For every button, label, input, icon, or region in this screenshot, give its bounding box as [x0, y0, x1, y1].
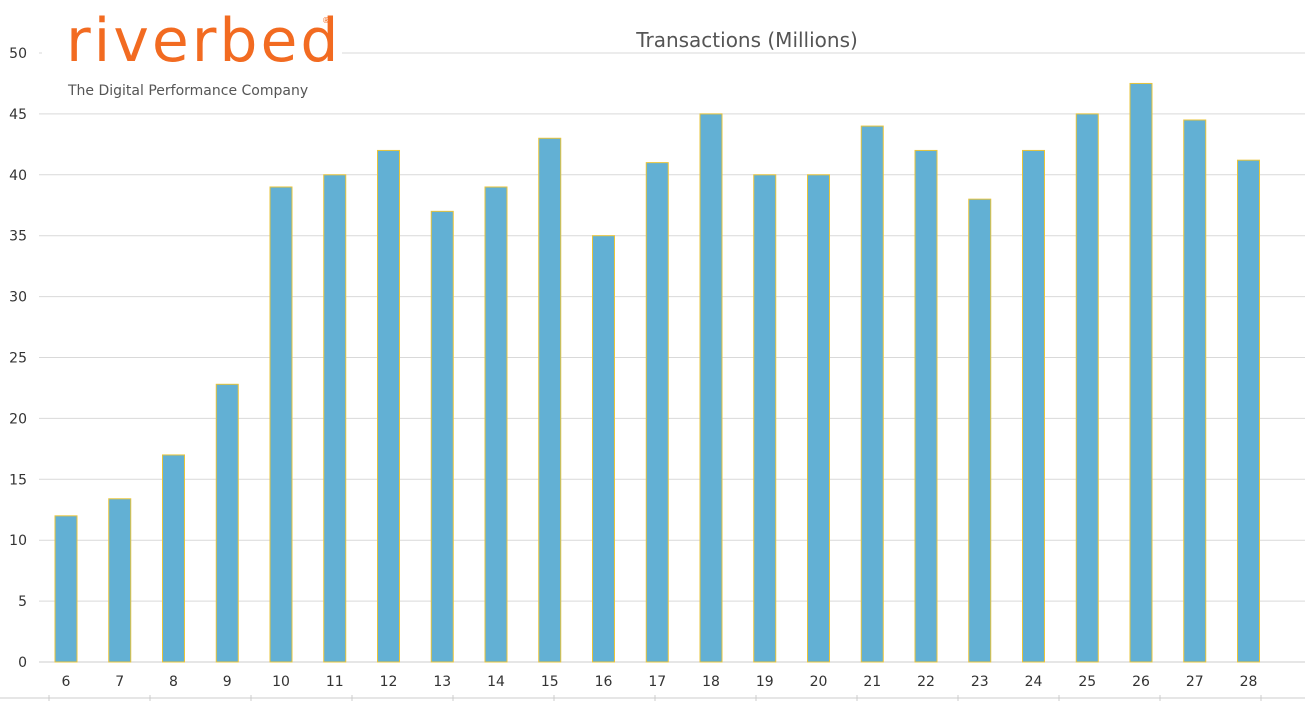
logo-tagline: The Digital Performance Company: [68, 83, 309, 99]
x-tick-label: 28: [1240, 674, 1258, 690]
bars: [54, 82, 1260, 663]
y-tick-label: 30: [9, 290, 27, 306]
bar-24: [1022, 149, 1045, 663]
y-tick-label: 0: [18, 655, 27, 671]
x-tick-label: 18: [702, 674, 720, 690]
x-tick-label: 9: [223, 674, 232, 690]
x-tick-label: 14: [487, 674, 505, 690]
y-tick-label: 40: [9, 168, 27, 184]
y-tick-label: 10: [9, 533, 27, 549]
x-tick-label: 24: [1025, 674, 1043, 690]
bar-22: [914, 149, 938, 663]
bar-6: [54, 515, 78, 663]
y-tick-label: 35: [9, 229, 27, 245]
bar-13: [430, 210, 454, 663]
y-tick-label: 15: [9, 472, 27, 488]
bar-10: [269, 186, 293, 663]
x-tick-label: 10: [272, 674, 290, 690]
bar-7: [108, 498, 132, 663]
riverbed-logo: riverbed ® The Digital Performance Compa…: [42, 6, 342, 110]
logo-registered-mark: ®: [322, 16, 330, 25]
x-tick-label: 19: [756, 674, 774, 690]
x-tick-label: 13: [433, 674, 451, 690]
bar-23: [968, 198, 992, 663]
bar-9: [215, 383, 239, 663]
y-axis-ticks: 0 5 10 15 20 25 30 35 40 45 50: [9, 46, 27, 671]
logo-wordmark: riverbed: [66, 6, 342, 76]
x-axis-ticks: 6 7 8 9 10 11 12 13 14 15 16 17 18 19 20 21 22 23 24 25 26 27…: [62, 674, 1258, 690]
x-tick-label: 20: [810, 674, 828, 690]
chart-title: Transactions (Millions): [635, 28, 858, 52]
bar-12: [377, 149, 400, 663]
bar-18: [699, 113, 723, 663]
bar-16: [592, 235, 615, 663]
bar-15: [538, 137, 562, 663]
x-tick-label: 17: [648, 674, 666, 690]
x-tick-label: 15: [541, 674, 559, 690]
bar-25: [1075, 113, 1099, 663]
bar-28: [1237, 159, 1260, 663]
bar-11: [323, 174, 347, 663]
y-tick-label: 5: [18, 594, 27, 610]
bar-27: [1183, 119, 1207, 663]
x-tick-label: 25: [1078, 674, 1096, 690]
x-tick-label: 7: [115, 674, 124, 690]
bar-19: [753, 174, 777, 663]
y-tick-label: 45: [9, 107, 27, 123]
x-tick-label: 6: [62, 674, 71, 690]
x-tick-label: 12: [380, 674, 398, 690]
y-tick-label: 25: [9, 351, 27, 367]
x-tick-label: 22: [917, 674, 935, 690]
y-tick-label: 20: [9, 411, 27, 427]
bar-21: [860, 125, 884, 663]
bar-17: [645, 162, 669, 663]
x-tick-label: 8: [169, 674, 178, 690]
x-tick-label: 11: [326, 674, 344, 690]
x-tick-label: 21: [863, 674, 881, 690]
x-tick-label: 23: [971, 674, 989, 690]
y-tick-label: 50: [9, 46, 27, 62]
x-tick-label: 16: [595, 674, 613, 690]
bar-14: [484, 186, 508, 663]
bar-20: [807, 174, 830, 663]
bar-26: [1129, 82, 1153, 663]
x-tick-label: 27: [1186, 674, 1204, 690]
bar-8: [162, 454, 185, 663]
x-tick-label: 26: [1132, 674, 1150, 690]
